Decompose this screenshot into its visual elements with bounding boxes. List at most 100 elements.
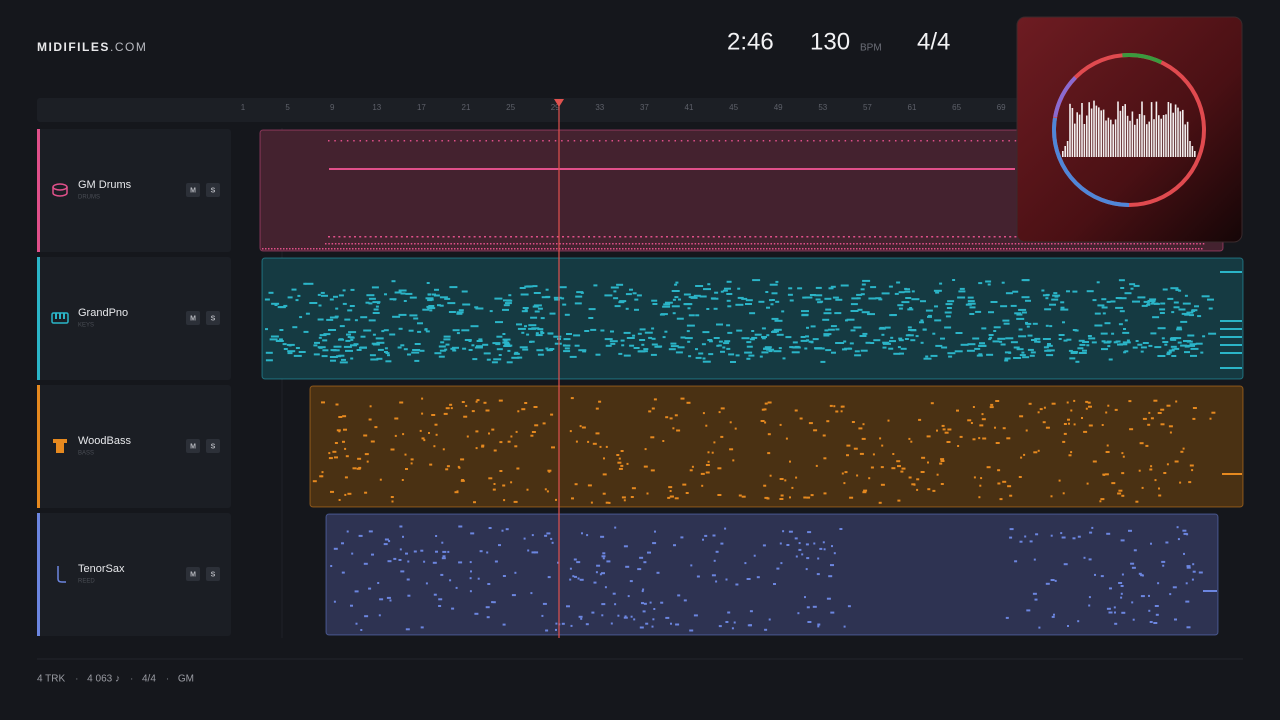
note [1096,281,1100,284]
note [618,457,621,460]
solo-button-bg[interactable] [206,183,220,197]
note [618,352,623,355]
note [1091,526,1094,529]
note [853,243,855,245]
note [522,348,529,351]
note [631,487,636,490]
solo-label[interactable]: S [211,571,216,578]
mute-button-bg[interactable] [186,439,200,453]
solo-button-bg[interactable] [206,439,220,453]
note [927,488,931,491]
note [400,243,403,245]
note [1060,308,1069,311]
solo-button[interactable]: S [206,183,220,197]
note [1018,328,1023,331]
note [513,243,515,245]
note [270,335,279,338]
note [1201,248,1203,250]
note [398,289,407,292]
mute-label[interactable]: M [190,443,196,450]
mute-button-bg[interactable] [186,311,200,325]
note [665,616,670,619]
note [655,243,657,245]
note [391,140,393,142]
note [365,140,368,142]
note [1201,295,1210,298]
mute-button[interactable]: M [186,439,200,453]
spectrum-bar [1186,121,1189,157]
note [589,243,591,245]
mute-label[interactable]: M [190,187,196,194]
note [978,282,983,285]
note [502,308,509,311]
note [981,327,987,330]
note [965,243,967,245]
note [406,578,410,581]
note [1187,334,1195,337]
solo-button-bg[interactable] [206,567,220,581]
note [403,300,407,302]
note [587,440,590,443]
note [724,140,727,142]
solo-button[interactable]: S [206,567,220,581]
note [947,428,952,431]
note [1064,243,1066,245]
note [1048,248,1050,250]
note [621,496,626,499]
note [325,248,327,250]
solo-button[interactable]: S [206,311,220,325]
note [458,466,461,469]
note [712,236,715,238]
note [499,236,502,238]
note [473,501,476,504]
note [1169,593,1172,596]
note [916,488,919,491]
note [304,248,306,250]
solo-button-bg[interactable] [206,311,220,325]
mute-button-bg[interactable] [186,567,200,581]
note [412,248,414,250]
note [502,333,506,335]
note [464,339,472,341]
solo-label[interactable]: S [211,315,216,322]
note [788,287,793,290]
footer-separator: · [130,674,133,685]
note [542,422,546,425]
mute-button[interactable]: M [186,311,200,325]
note [472,140,475,142]
note [669,490,672,492]
note [608,243,611,245]
note [1176,243,1178,245]
note [771,317,779,320]
mute-button[interactable]: M [186,567,200,581]
note [305,312,310,315]
note [1154,605,1159,607]
mute-button-bg[interactable] [186,183,200,197]
solo-label[interactable]: S [211,443,216,450]
note [811,248,813,250]
note [946,441,951,443]
note [428,305,435,307]
note [806,140,809,142]
note [478,248,480,250]
note [1182,447,1185,450]
note [644,331,653,334]
note [452,236,455,238]
mute-label[interactable]: M [190,571,196,578]
note [663,303,671,306]
note [1145,444,1149,447]
solo-button[interactable]: S [206,439,220,453]
note [722,289,728,292]
note [868,248,870,250]
note [609,340,618,343]
note [511,356,520,359]
solo-label[interactable]: S [211,187,216,194]
note [927,314,932,317]
note [274,248,276,250]
spectrum-bar [1172,112,1174,157]
mute-label[interactable]: M [190,315,196,322]
note [896,281,901,284]
note [1068,422,1070,425]
note [1088,424,1093,427]
mute-button[interactable]: M [186,183,200,197]
